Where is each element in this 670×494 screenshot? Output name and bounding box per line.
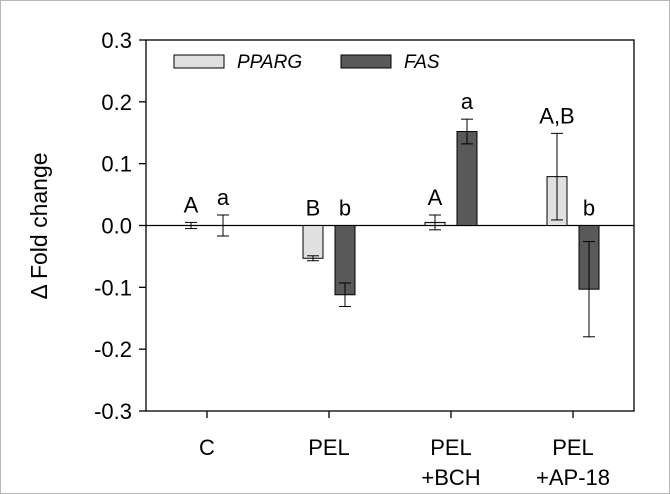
y-axis-title: Δ Fold change bbox=[26, 152, 52, 299]
significance-label: a bbox=[461, 89, 474, 114]
y-tick-label: -0.3 bbox=[94, 399, 132, 424]
y-tick-label: 0.0 bbox=[101, 214, 132, 239]
significance-label: A bbox=[184, 192, 199, 217]
legend-label-fas: FAS bbox=[404, 52, 440, 73]
y-tick-label: -0.1 bbox=[94, 275, 132, 300]
significance-label: A,B bbox=[539, 103, 574, 128]
x-category-label: PEL bbox=[308, 435, 350, 460]
x-category-label: C bbox=[199, 435, 215, 460]
x-category-label: PEL bbox=[430, 435, 472, 460]
legend: PPARG FAS bbox=[173, 52, 440, 73]
y-tick-label: -0.2 bbox=[94, 337, 132, 362]
significance-label: b bbox=[339, 196, 351, 221]
y-tick-label: 0.3 bbox=[101, 28, 132, 53]
significance-label: A bbox=[428, 185, 443, 210]
bar-pparg bbox=[302, 225, 324, 259]
legend-label-pparg: PPARG bbox=[237, 52, 302, 73]
bar-fas bbox=[456, 131, 478, 226]
legend-swatch-fas bbox=[340, 54, 392, 69]
y-tick-label: 0.2 bbox=[101, 90, 132, 115]
significance-label: B bbox=[306, 196, 321, 221]
x-category-label: PEL bbox=[552, 435, 594, 460]
x-category-label-line2: +AP-18 bbox=[536, 465, 610, 490]
y-tick-label: 0.1 bbox=[101, 152, 132, 177]
axes: 0.3 0.2 0.1 0.0 -0.1 -0.2 -0.3 C PEL PEL +BCH PEL +A… bbox=[94, 28, 635, 490]
legend-swatch-pparg bbox=[173, 54, 225, 69]
bars bbox=[185, 118, 600, 338]
significance-label: b bbox=[583, 196, 595, 221]
x-category-label-line2: +BCH bbox=[421, 465, 480, 490]
significance-label: a bbox=[217, 185, 230, 210]
